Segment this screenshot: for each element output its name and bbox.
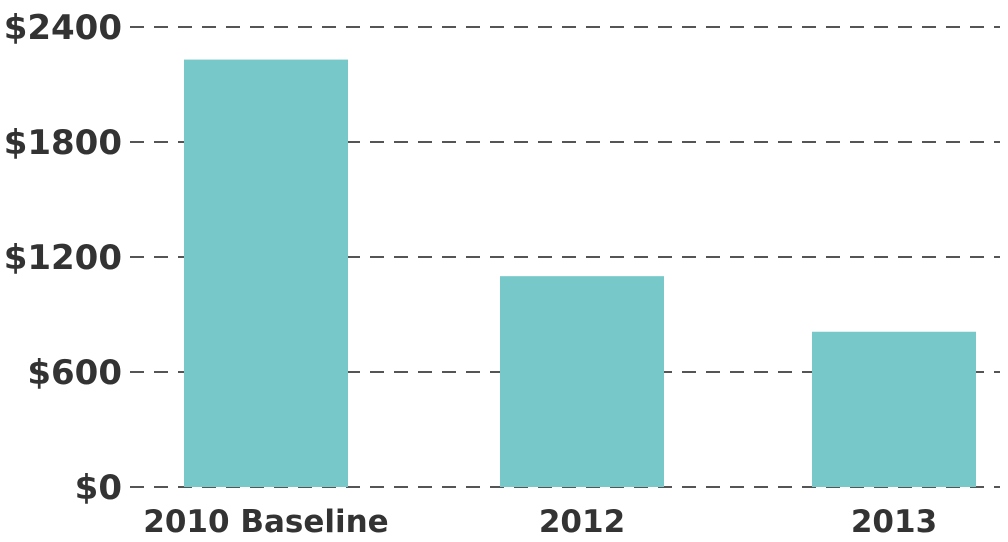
- x-category-label: 2010 Baseline: [143, 504, 388, 540]
- bar: [500, 276, 664, 487]
- y-tick-label: $0: [75, 468, 122, 508]
- x-axis-category-labels: 2010 Baseline 2012 2013: [143, 504, 937, 540]
- y-tick-label: $1200: [4, 238, 122, 278]
- y-tick-label: $1800: [4, 123, 122, 163]
- y-tick-label: $600: [27, 353, 122, 393]
- x-category-label: 2013: [851, 504, 937, 540]
- y-axis-tick-labels: $0 $600 $1200 $1800 $2400: [4, 8, 122, 508]
- bars: [184, 59, 976, 487]
- bar: [184, 59, 348, 487]
- y-tick-label: $2400: [4, 8, 122, 48]
- bar: [812, 331, 976, 487]
- x-category-label: 2012: [539, 504, 625, 540]
